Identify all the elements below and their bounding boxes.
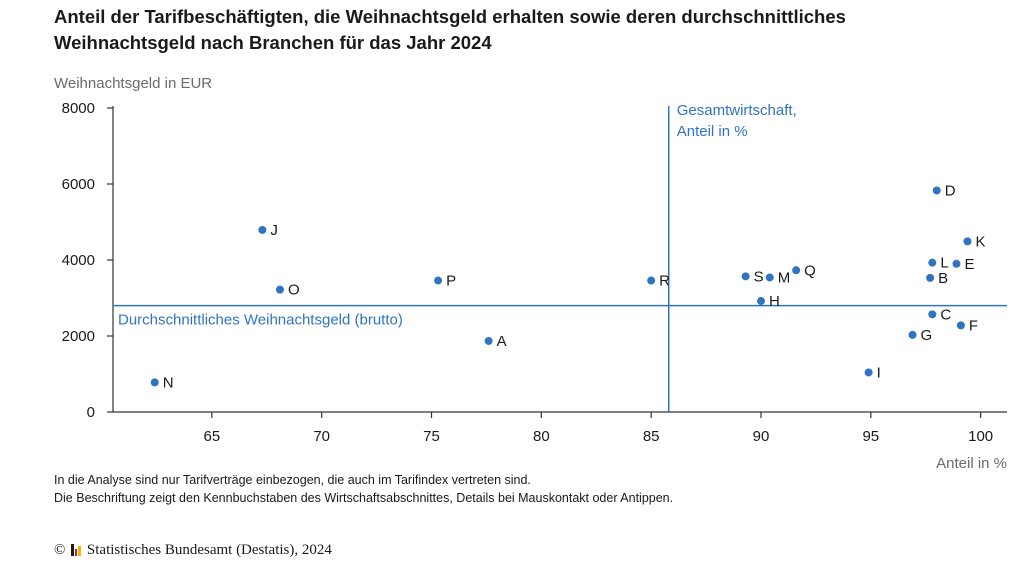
x-tick-label: 85 [643, 428, 660, 445]
data-point-s: S [741, 268, 764, 285]
note-line-2: Die Beschriftung zeigt den Kennbuchstabe… [54, 491, 674, 505]
data-point-marker [434, 276, 443, 285]
chart-title-line-1: Anteil der Tarifbeschäftigten, die Weihn… [54, 6, 846, 27]
x-tick-label: 65 [204, 428, 221, 445]
data-point-marker [792, 266, 801, 275]
y-tick-label: 8000 [62, 100, 95, 117]
data-point-label: A [497, 333, 507, 350]
data-point-marker [864, 368, 873, 377]
copyright-symbol: © [54, 541, 66, 558]
data-point-label: B [938, 270, 948, 287]
source-text: Statistisches Bundesamt (Destatis), 2024 [86, 541, 332, 558]
data-point-marker [765, 273, 774, 282]
data-point-n: N [150, 374, 174, 391]
data-point-p: P [434, 273, 456, 290]
y-tick-label: 4000 [62, 252, 95, 269]
data-point-label: H [769, 293, 780, 310]
data-point-label: K [975, 233, 985, 250]
x-tick-label: 75 [423, 428, 440, 445]
data-point-marker [741, 272, 750, 281]
data-point-b: B [926, 270, 948, 287]
chart-notes: In die Analyse sind nur Tarifverträge ei… [54, 471, 954, 507]
data-point-g: G [908, 327, 933, 344]
x-tick-label: 100 [968, 428, 993, 445]
data-point-marker [908, 330, 917, 339]
logo-bar [78, 546, 81, 556]
data-point-marker [963, 237, 972, 246]
destatis-logo-icon [71, 544, 81, 556]
data-points: A B C D E F G H I J K L M N O P Q R S [150, 182, 985, 391]
data-point-label: G [921, 327, 933, 344]
data-point-label: D [945, 182, 956, 199]
data-point-marker [275, 285, 284, 294]
data-point-label: E [964, 256, 974, 273]
data-point-label: O [288, 282, 300, 299]
vertical-reference-label-line-2: Anteil in % [677, 123, 748, 140]
data-point-i: I [864, 364, 881, 381]
data-point-marker [956, 321, 965, 330]
note-line-1: In die Analyse sind nur Tarifverträge ei… [54, 473, 531, 487]
y-tick-label: 0 [87, 404, 95, 421]
data-point-label: L [940, 255, 948, 272]
source-footer: © Statistisches Bundesamt (Destatis), 20… [54, 540, 332, 560]
logo-bar [71, 544, 74, 556]
x-axis-title: Anteil in % [936, 455, 1007, 472]
data-point-c: C [928, 306, 951, 323]
data-point-marker [928, 258, 937, 267]
data-point-label: I [877, 364, 881, 381]
data-point-a: A [484, 333, 507, 350]
data-point-marker [756, 297, 765, 306]
data-point-m: M [765, 269, 791, 286]
y-axis-title: Weihnachtsgeld in EUR [54, 75, 212, 92]
y-tick-label: 6000 [62, 176, 95, 193]
data-point-r: R [647, 273, 670, 290]
x-tick-label: 95 [862, 428, 879, 445]
data-point-k: K [963, 233, 985, 250]
data-point-marker [484, 336, 493, 345]
x-tick-label: 90 [753, 428, 770, 445]
data-point-f: F [956, 317, 978, 334]
data-point-marker [258, 225, 267, 234]
reference-lines: Gesamtwirtschaft, Anteil in % Durchschnitt… [113, 102, 1007, 412]
data-point-o: O [275, 282, 300, 299]
data-point-l: L [928, 255, 949, 272]
vertical-reference-label-line-1: Gesamtwirtschaft, [677, 102, 797, 119]
x-tick-label: 70 [313, 428, 330, 445]
logo-bar [74, 549, 78, 556]
chart-title-line-2: Weihnachtsgeld nach Branchen für das Jah… [54, 32, 492, 53]
data-point-marker [926, 273, 935, 282]
data-point-label: C [940, 306, 951, 323]
axes: 0 2000 4000 6000 8000 65 70 75 80 85 90 95 100 [62, 100, 1007, 445]
data-point-marker [647, 276, 656, 285]
data-point-d: D [932, 182, 956, 199]
data-point-j: J [258, 222, 278, 239]
data-point-q: Q [792, 262, 816, 279]
data-point-marker [932, 186, 941, 195]
data-point-label: S [754, 268, 764, 285]
y-tick-label: 2000 [62, 328, 95, 345]
data-point-label: J [270, 222, 278, 239]
data-point-label: N [163, 374, 174, 391]
data-point-label: F [969, 317, 978, 334]
data-point-h: H [756, 293, 780, 310]
data-point-label: Q [804, 262, 816, 279]
data-point-label: R [659, 273, 670, 290]
data-point-label: M [778, 269, 791, 286]
data-point-marker [150, 378, 159, 387]
data-point-marker [952, 259, 961, 268]
data-point-marker [928, 310, 937, 319]
data-point-label: P [446, 273, 456, 290]
x-tick-label: 80 [533, 428, 550, 445]
horizontal-reference-label: Durchschnittliches Weihnachtsgeld (brutt… [118, 312, 403, 329]
data-point-e: E [952, 256, 974, 273]
chart-title: Anteil der Tarifbeschäftigten, die Weihn… [54, 4, 994, 56]
